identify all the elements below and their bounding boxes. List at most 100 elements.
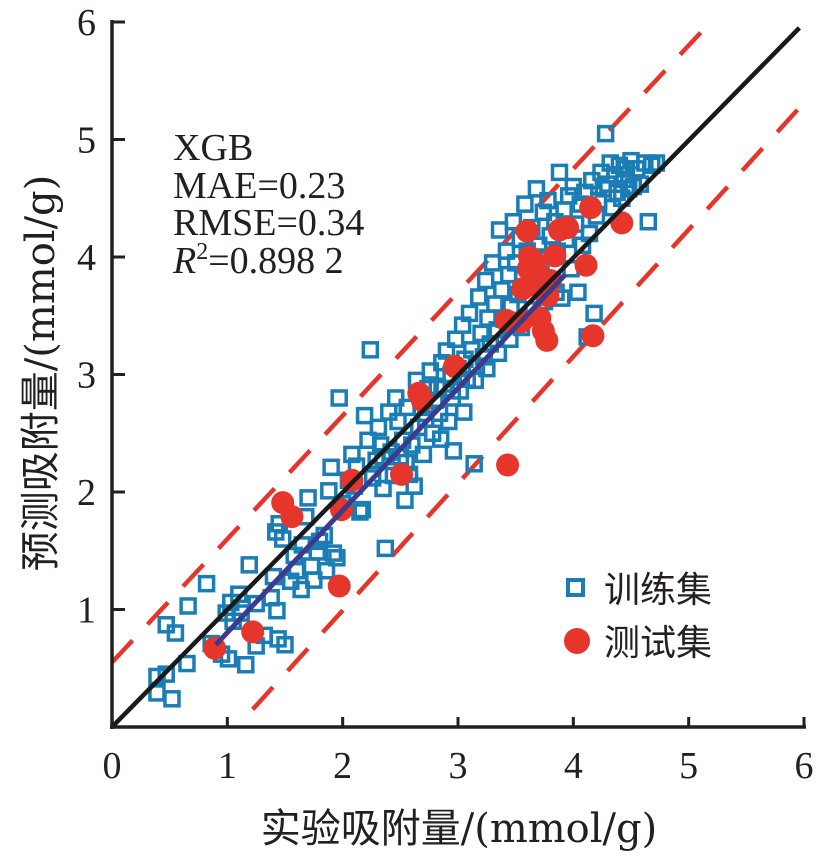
- y-tick-label: 1: [77, 590, 96, 632]
- train-point: [305, 571, 323, 589]
- y-tick-label: 2: [77, 472, 96, 514]
- train-point: [197, 574, 216, 593]
- x-tick-label: 0: [103, 745, 122, 787]
- train-point: [585, 304, 603, 323]
- test-point: [443, 354, 467, 378]
- r2-value: =0.898 2: [208, 240, 343, 282]
- train-point: [414, 445, 433, 464]
- test-point: [511, 277, 535, 301]
- train-point: [647, 154, 666, 172]
- train-point: [292, 580, 310, 599]
- train-point: [601, 154, 619, 172]
- test-point: [496, 453, 520, 477]
- train-point: [361, 341, 380, 359]
- train-point: [369, 418, 388, 437]
- mae-text: MAE=0.23: [173, 165, 345, 207]
- test-point: [515, 219, 539, 243]
- train-point: [476, 271, 495, 290]
- train-point: [302, 557, 321, 575]
- train-point: [516, 195, 534, 213]
- x-tick-label: 1: [218, 745, 237, 787]
- train-point: [405, 477, 423, 495]
- train-point: [240, 556, 258, 574]
- train-point: [351, 503, 369, 521]
- train-point: [486, 295, 504, 313]
- legend-train-marker: [566, 578, 585, 597]
- y-axis-title: 预测吸附量/(mmol/g): [18, 175, 64, 572]
- test-point: [327, 574, 351, 598]
- train-point: [490, 221, 509, 239]
- train-point: [539, 191, 557, 210]
- train-point: [569, 283, 587, 301]
- train-point: [230, 585, 248, 603]
- train-point: [322, 458, 340, 477]
- train-point: [317, 561, 336, 580]
- train-point: [497, 242, 516, 260]
- legend-train-label: 训练集: [604, 570, 712, 611]
- train-point: [493, 281, 511, 299]
- lower-bound-line: [251, 106, 802, 711]
- train-point: [353, 500, 372, 519]
- train-point: [527, 180, 546, 198]
- train-point: [179, 597, 197, 615]
- test-point: [535, 328, 559, 352]
- upper-bound-line: [112, 22, 713, 664]
- ideal-line: [112, 26, 801, 728]
- train-point: [504, 213, 523, 231]
- train-point: [276, 636, 294, 654]
- train-point: [237, 655, 255, 674]
- train-point: [483, 254, 502, 272]
- legend: 训练集 测试集: [564, 570, 712, 664]
- train-point: [455, 403, 473, 421]
- rmse-text: RMSE=0.34: [173, 202, 364, 244]
- train-point: [639, 213, 658, 231]
- train-point: [444, 442, 463, 460]
- y-tick-label: 6: [77, 2, 96, 44]
- test-point: [581, 324, 605, 348]
- r2-superscript: 2: [196, 239, 208, 265]
- x-tick-label: 5: [679, 745, 698, 787]
- train-point: [219, 650, 238, 668]
- train-point: [380, 403, 398, 421]
- train-point: [431, 430, 450, 448]
- test-point: [523, 251, 547, 275]
- train-point: [330, 389, 348, 407]
- train-point: [163, 690, 181, 708]
- train-point: [299, 489, 317, 507]
- train-point: [389, 412, 407, 431]
- test-point: [280, 505, 304, 529]
- fit-line: [213, 272, 568, 647]
- train-point: [273, 530, 292, 548]
- train-point: [166, 624, 185, 642]
- train-point: [376, 539, 395, 558]
- model-name: XGB: [173, 127, 253, 169]
- legend-test-label: 测试集: [604, 623, 712, 664]
- train-point: [550, 163, 569, 182]
- metrics-annotation: XGB MAE=0.23 RMSE=0.34 R2=0.898 2: [172, 127, 364, 282]
- train-point: [328, 549, 346, 567]
- train-point: [396, 491, 414, 509]
- train-point: [363, 469, 382, 487]
- train-point: [460, 304, 479, 323]
- train-point: [440, 412, 458, 431]
- train-point: [157, 665, 175, 683]
- y-tick-label: 4: [77, 237, 96, 279]
- test-point: [389, 462, 413, 486]
- x-axis-title: 实验吸附量/(mmol/g): [261, 806, 658, 852]
- train-point: [178, 654, 196, 673]
- train-point: [268, 601, 286, 620]
- r2-symbol: R: [172, 240, 196, 282]
- test-point: [579, 196, 603, 220]
- test-point: [543, 244, 567, 268]
- train-point: [534, 203, 553, 222]
- train-point: [247, 594, 265, 613]
- train-point: [355, 406, 374, 425]
- y-tick-label: 3: [77, 355, 96, 397]
- test-point: [241, 620, 265, 644]
- train-point: [470, 288, 488, 306]
- x-tick-label: 3: [449, 745, 468, 787]
- r2-text: R2=0.898 2: [172, 239, 344, 282]
- train-point: [596, 124, 615, 143]
- train-point: [374, 479, 392, 498]
